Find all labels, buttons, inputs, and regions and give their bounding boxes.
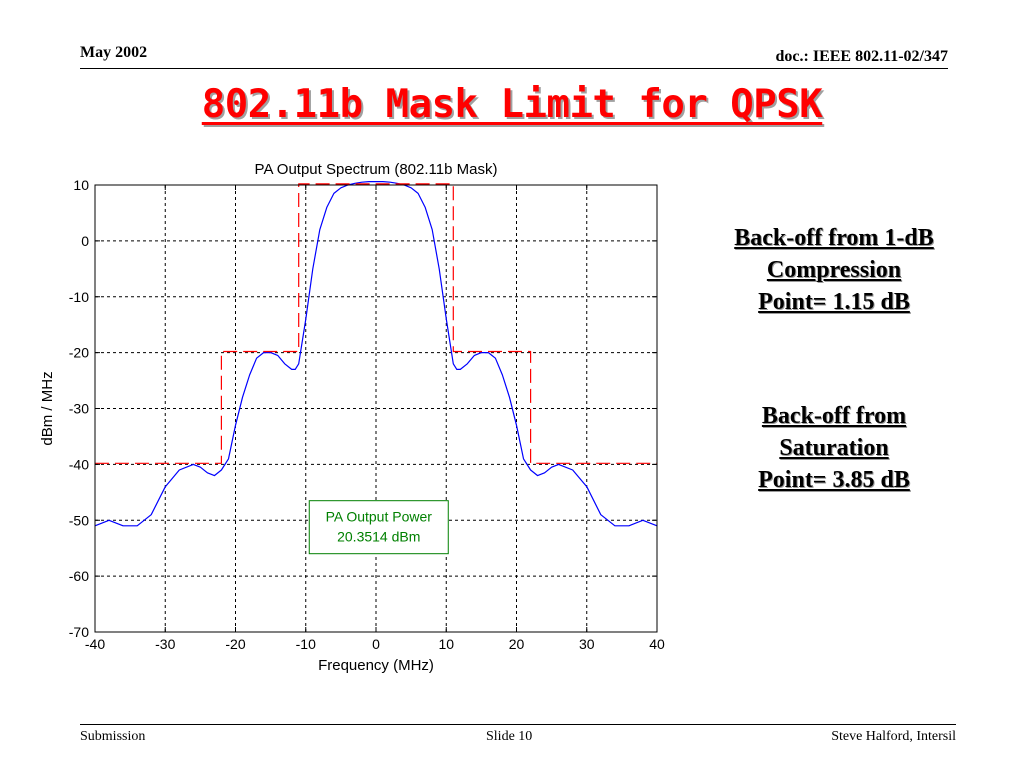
note-compression-line-3: Point= 1.15 dB	[758, 289, 910, 315]
y-tick-label-6: -50	[69, 512, 89, 528]
note-saturation-backoff: Back-off from Saturation Point= 3.85 dB	[684, 400, 984, 496]
footer-divider	[80, 724, 956, 725]
header-divider	[80, 68, 948, 69]
y-tick-label-3: -20	[69, 345, 89, 361]
footer-submission: Submission	[80, 729, 146, 744]
footer-slide-number: Slide 10	[486, 729, 533, 744]
x-axis-label: Frequency (MHz)	[318, 657, 434, 674]
mask-limit-line	[95, 183, 657, 464]
y-axis-label: dBm / MHz	[39, 371, 56, 445]
note-saturation-line-1: Back-off from	[761, 403, 907, 429]
note-compression-backoff: Back-off from 1-dB Compression Point= 1.…	[684, 222, 984, 318]
x-tick-label-5: 10	[438, 636, 454, 652]
y-tick-label-4: -30	[69, 401, 89, 417]
y-tick-label-7: -60	[69, 568, 89, 584]
note-compression-line-2: Compression	[766, 257, 902, 283]
x-tick-label-3: -10	[296, 636, 316, 652]
x-tick-label-0: -40	[85, 636, 105, 652]
power-annotation-line-1: PA Output Power	[326, 509, 433, 525]
x-tick-label-7: 30	[579, 636, 595, 652]
note-compression-line-1: Back-off from 1-dB	[734, 225, 934, 251]
chart-title: PA Output Spectrum (802.11b Mask)	[255, 161, 498, 178]
y-tick-label-1: 0	[81, 233, 89, 249]
note-saturation-line-3: Point= 3.85 dB	[758, 467, 910, 493]
y-tick-label-5: -40	[69, 456, 89, 472]
x-tick-label-1: -30	[155, 636, 175, 652]
spectrum-line	[94, 180, 658, 527]
x-tick-label-8: 40	[649, 636, 665, 652]
power-annotation-line-2: 20.3514 dBm	[337, 529, 420, 545]
header-date: May 2002	[80, 44, 148, 61]
x-tick-label-6: 20	[509, 636, 525, 652]
note-saturation-line-2: Saturation	[779, 435, 889, 461]
x-tick-label-2: -20	[225, 636, 245, 652]
footer-author: Steve Halford, Intersil	[831, 729, 956, 744]
y-tick-label-8: -70	[69, 624, 89, 640]
spectrum-chart: -40 -30 -20 -10 0 10 20 30 40 10 0 -10 -20 -30 -40 -50 -…	[39, 161, 665, 674]
y-tick-label-0: 10	[73, 177, 89, 193]
power-annotation-box	[308, 500, 449, 555]
x-tick-label-4: 0	[372, 636, 380, 652]
slide-title: 802.11b Mask Limit for QPSK	[201, 82, 823, 127]
header-doc-id: doc.: IEEE 802.11-02/347	[775, 48, 948, 65]
y-tick-label-2: -10	[69, 289, 89, 305]
